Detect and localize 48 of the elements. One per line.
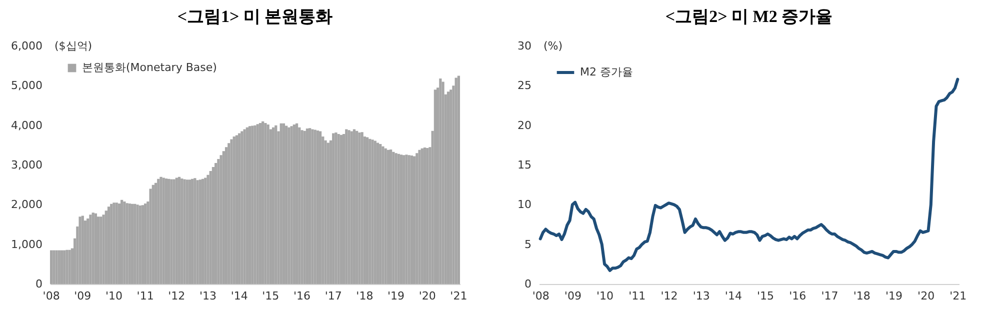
x-tick-label: '13 <box>199 290 217 302</box>
y-tick-label: 30 <box>518 40 532 52</box>
x-tick-label: '12 <box>168 290 186 302</box>
x-tick-label: '16 <box>293 290 311 302</box>
x-tick-label: '20 <box>418 290 436 302</box>
x-tick-label: '17 <box>821 290 838 302</box>
y-tick-label: 1,000 <box>11 238 42 251</box>
y-tick-label: 6,000 <box>11 40 42 52</box>
chart-title: <그림2> 미 M2 증가율 <box>665 7 833 26</box>
y-axis-title: ($십억) <box>54 40 92 52</box>
x-tick-label: '18 <box>853 290 870 302</box>
y-tick-label: 5,000 <box>11 79 42 92</box>
x-tick-label: '14 <box>230 290 248 302</box>
x-tick-label: '14 <box>724 290 742 302</box>
chart-title: <그림1> 미 본원통화 <box>177 7 333 26</box>
y-tick-label: 0 <box>36 278 42 290</box>
x-tick-label: '19 <box>885 290 902 302</box>
y-tick-label: 3,000 <box>11 158 42 172</box>
legend-label: M2 증가율 <box>580 66 633 78</box>
x-tick-label: '15 <box>262 290 280 302</box>
x-tick-label: '18 <box>356 290 374 302</box>
legend-label: 본원통화(Monetary Base) <box>82 61 217 74</box>
y-tick-label: 0 <box>524 278 532 290</box>
x-tick-label: '08 <box>42 290 60 302</box>
y-tick-label: 2,000 <box>11 198 42 212</box>
x-tick-label: '09 <box>564 290 582 302</box>
x-tick-label: '21 <box>950 290 967 302</box>
y-axis-title: (%) <box>544 40 563 52</box>
x-tick-label: '21 <box>450 290 468 302</box>
x-tick-label: '16 <box>789 290 806 302</box>
y-tick-label: 4,000 <box>11 118 42 132</box>
x-tick-label: '11 <box>136 290 154 302</box>
x-tick-label: '13 <box>692 290 710 302</box>
x-tick-label: '17 <box>324 290 342 302</box>
x-tick-label: '20 <box>918 290 935 302</box>
x-tick-label: '10 <box>596 290 614 302</box>
y-tick-label: 20 <box>518 118 532 132</box>
x-tick-label: '12 <box>660 290 678 302</box>
y-tick-label: 5 <box>524 238 532 251</box>
y-tick-label: 25 <box>518 79 532 92</box>
y-tick-label: 10 <box>518 198 532 212</box>
x-tick-label: '15 <box>757 290 774 302</box>
x-tick-label: '10 <box>105 290 122 302</box>
x-tick-label: '09 <box>74 290 92 302</box>
y-tick-label: 15 <box>518 158 532 172</box>
x-tick-label: '11 <box>628 290 646 302</box>
x-tick-label: '08 <box>532 290 550 302</box>
x-tick-label: '19 <box>388 290 405 302</box>
